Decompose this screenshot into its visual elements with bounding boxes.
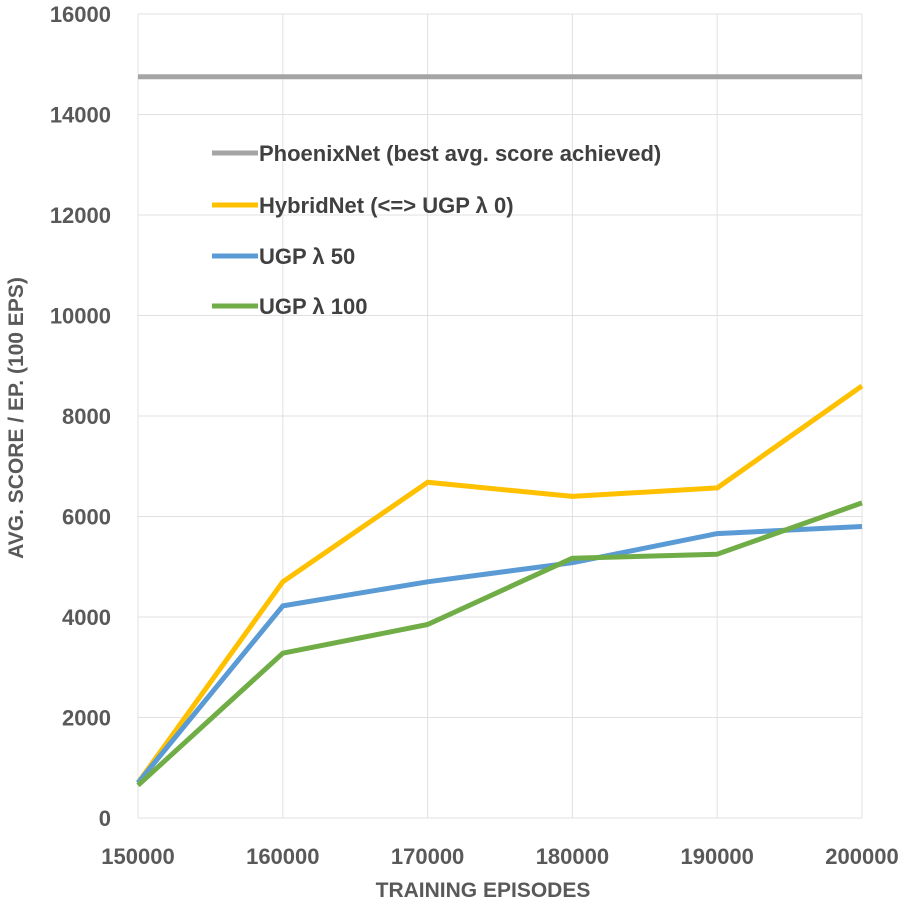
data-point — [425, 480, 430, 485]
x-tick-label: 190000 — [680, 844, 753, 869]
legend-item: HybridNet (<=> UGP λ 0) — [212, 193, 514, 218]
legend-item: UGP λ 50 — [212, 244, 355, 269]
legend-item: UGP λ 100 — [212, 294, 367, 319]
legend: PhoenixNet (best avg. score achieved) Hyb… — [212, 141, 661, 319]
legend-item: PhoenixNet (best avg. score achieved) — [212, 141, 661, 166]
data-point — [136, 74, 141, 79]
data-point — [715, 485, 720, 490]
data-point — [570, 556, 575, 561]
y-tick-label: 16000 — [50, 2, 111, 27]
y-axis-title: AVG. SCORE / EP. (100 EPS) — [5, 277, 28, 559]
data-point — [715, 74, 720, 79]
series-line-4 — [136, 500, 863, 788]
y-tick-label: 4000 — [62, 605, 111, 630]
series-line-2 — [135, 383, 864, 785]
legend-label: UGP λ 100 — [259, 294, 367, 319]
x-tick-label: 160000 — [246, 844, 319, 869]
legend-label: HybridNet (<=> UGP λ 0) — [259, 193, 514, 218]
data-point — [280, 579, 285, 584]
data-point — [715, 552, 720, 557]
y-tick-label: 8000 — [62, 404, 111, 429]
x-axis-title: TRAINING EPISODES — [376, 879, 591, 902]
y-axis-ticks: 0 2000 4000 6000 8000 10000 12000 14000 16000 — [50, 2, 111, 831]
y-tick-label: 6000 — [62, 505, 111, 530]
data-point — [425, 622, 430, 627]
series-lines — [135, 74, 865, 788]
data-point — [715, 531, 720, 536]
data-point — [860, 500, 865, 505]
x-tick-label: 170000 — [391, 844, 464, 869]
data-point — [860, 524, 865, 529]
data-point — [280, 603, 285, 608]
x-tick-label: 180000 — [536, 844, 609, 869]
data-point — [425, 579, 430, 584]
y-tick-label: 10000 — [50, 304, 111, 329]
data-point — [860, 383, 865, 388]
data-point — [280, 74, 285, 79]
legend-label: UGP λ 50 — [259, 244, 355, 269]
data-point — [136, 783, 141, 788]
legend-label: PhoenixNet (best avg. score achieved) — [259, 141, 661, 166]
data-point — [860, 74, 865, 79]
x-tick-label: 150000 — [101, 844, 174, 869]
data-point — [570, 74, 575, 79]
data-point — [425, 74, 430, 79]
data-point — [570, 494, 575, 499]
x-axis-ticks: 150000 160000 170000 180000 190000 200000 — [101, 844, 898, 869]
y-tick-label: 12000 — [50, 203, 111, 228]
y-tick-label: 2000 — [62, 706, 111, 731]
series-line-3 — [136, 524, 863, 785]
y-tick-label: 0 — [99, 806, 111, 831]
data-point — [280, 651, 285, 656]
y-tick-label: 14000 — [50, 103, 111, 128]
gridlines — [137, 13, 863, 819]
x-tick-label: 200000 — [825, 844, 898, 869]
